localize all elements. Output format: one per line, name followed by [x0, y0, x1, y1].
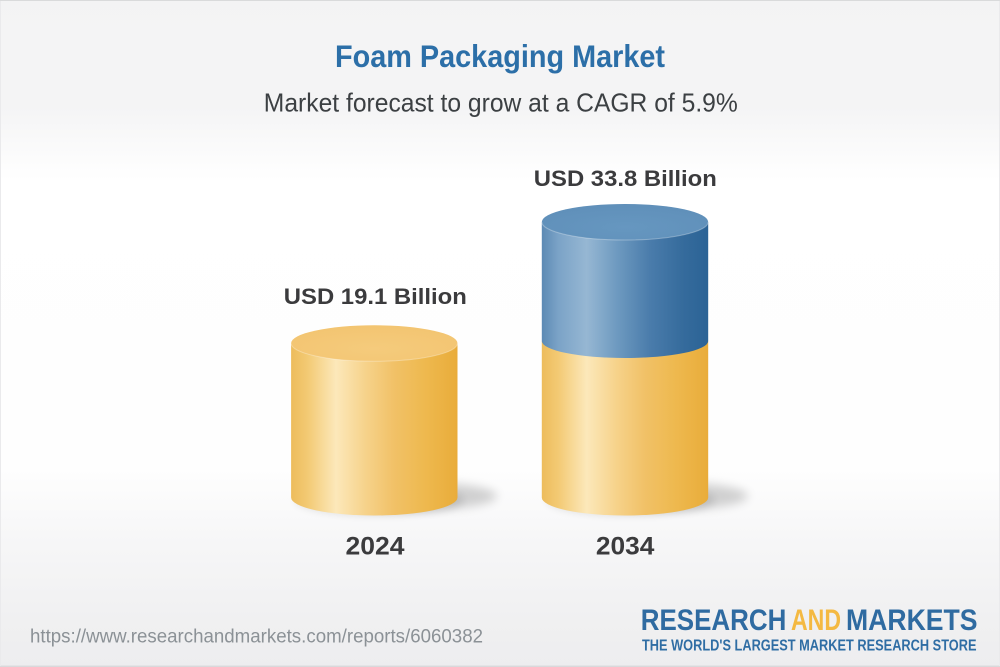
svg-text:Market forecast to grow at a C: Market forecast to grow at a CAGR of 5.9…: [264, 87, 738, 117]
svg-text:USD 19.1 Billion: USD 19.1 Billion: [284, 284, 467, 309]
svg-text:THE WORLD'S LARGEST MARKET RES: THE WORLD'S LARGEST MARKET RESEARCH STOR…: [642, 638, 977, 655]
svg-text:2024: 2024: [346, 534, 405, 561]
svg-text:https://www.researchandmarkets: https://www.researchandmarkets.com/repor…: [30, 627, 483, 648]
svg-text:MARKETS: MARKETS: [846, 604, 978, 637]
svg-text:USD 33.8 Billion: USD 33.8 Billion: [534, 166, 717, 191]
svg-text:AND: AND: [791, 604, 841, 637]
svg-text:Foam Packaging Market: Foam Packaging Market: [335, 38, 665, 74]
svg-text:2034: 2034: [596, 534, 655, 561]
svg-text:RESEARCH: RESEARCH: [641, 604, 787, 637]
